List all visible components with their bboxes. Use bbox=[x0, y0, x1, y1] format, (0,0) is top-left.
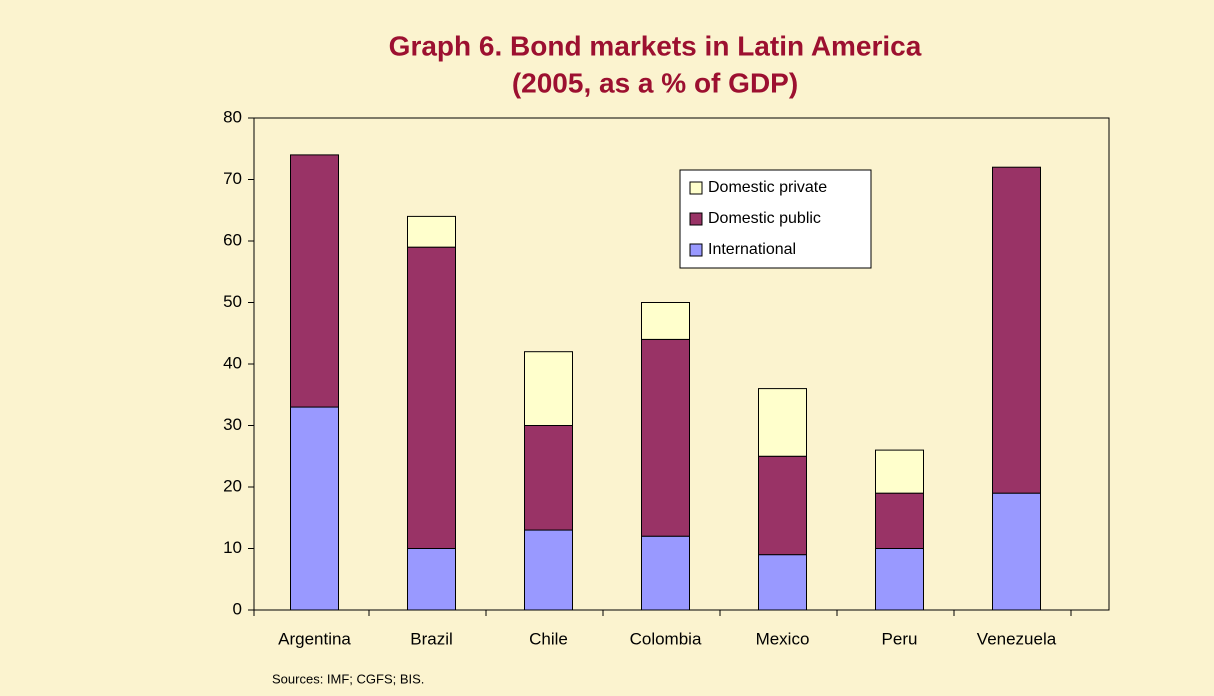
y-tick-label: 40 bbox=[223, 353, 242, 372]
legend-swatch bbox=[689, 243, 703, 257]
bar-segment bbox=[524, 351, 573, 427]
y-tick-label: 60 bbox=[223, 230, 242, 249]
bar-segment bbox=[992, 492, 1041, 611]
bar-segment bbox=[407, 246, 456, 549]
bar-segment bbox=[290, 406, 339, 611]
bar-segment bbox=[641, 535, 690, 611]
legend-label: Domestic private bbox=[708, 179, 827, 196]
x-tick-label: Venezuela bbox=[977, 629, 1057, 648]
legend-label: International bbox=[708, 241, 796, 258]
bar-segment bbox=[992, 166, 1041, 494]
bar-segment bbox=[407, 215, 456, 248]
bar-segment bbox=[758, 554, 807, 611]
bar-segment bbox=[524, 529, 573, 611]
bar-segment bbox=[875, 492, 924, 549]
bar-segment bbox=[758, 455, 807, 556]
bar-segment bbox=[758, 388, 807, 457]
x-tick-label: Brazil bbox=[410, 629, 453, 648]
y-tick-label: 80 bbox=[223, 107, 242, 126]
chart-title: Graph 6. Bond markets in Latin America bbox=[389, 30, 922, 61]
legend-swatch bbox=[689, 212, 703, 226]
y-tick-label: 70 bbox=[223, 169, 242, 188]
bar-segment bbox=[875, 548, 924, 611]
y-tick-label: 20 bbox=[223, 476, 242, 495]
source-note: Sources: IMF; CGFS; BIS. bbox=[272, 671, 424, 686]
bar-segment bbox=[641, 302, 690, 340]
y-tick-label: 10 bbox=[223, 538, 242, 557]
chart-subtitle: (2005, as a % of GDP) bbox=[512, 67, 798, 98]
x-tick-label: Chile bbox=[529, 629, 568, 648]
x-tick-label: Mexico bbox=[756, 629, 810, 648]
bar-segment bbox=[524, 425, 573, 531]
legend-swatch bbox=[689, 181, 703, 195]
bar-segment bbox=[407, 548, 456, 611]
legend-box bbox=[679, 169, 872, 269]
bar-segment bbox=[290, 154, 339, 408]
y-tick-label: 30 bbox=[223, 415, 242, 434]
bar-segment bbox=[875, 449, 924, 494]
y-tick-label: 50 bbox=[223, 292, 242, 311]
x-tick-label: Colombia bbox=[630, 629, 702, 648]
y-tick-label: 0 bbox=[233, 599, 242, 618]
legend-label: Domestic public bbox=[708, 210, 821, 227]
x-tick-label: Peru bbox=[882, 629, 918, 648]
x-tick-label: Argentina bbox=[278, 629, 351, 648]
bar-segment bbox=[641, 338, 690, 537]
